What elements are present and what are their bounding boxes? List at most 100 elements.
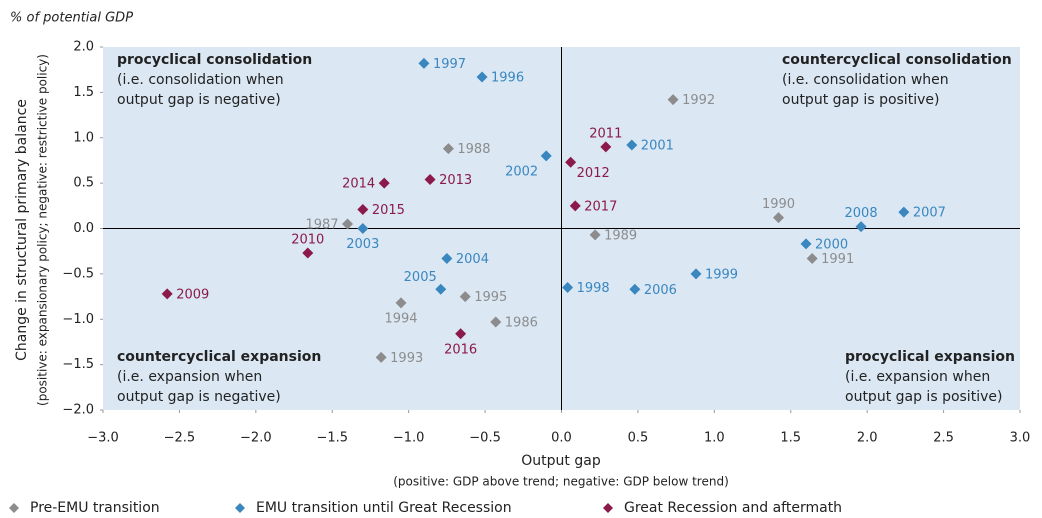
quadrant-note: (i.e. expansion when (845, 369, 990, 385)
point-label: 2004 (456, 252, 489, 267)
y-tick-label: −1.5 (62, 357, 94, 372)
x-axis-sublabel: (positive: GDP above trend; negative: GD… (393, 475, 729, 489)
x-axis-label: Output gap (521, 453, 601, 469)
x-tick-label: −2.5 (164, 431, 196, 446)
point-label: 2015 (372, 203, 405, 218)
x-tick-label: −0.5 (469, 431, 501, 446)
y-tick-label: 1.0 (73, 130, 94, 145)
point (898, 206, 910, 218)
point-label: 1996 (491, 70, 524, 85)
point-label: 1988 (457, 142, 490, 157)
point (667, 94, 679, 106)
point-label: 1987 (305, 217, 338, 232)
point-label: 1990 (762, 197, 795, 212)
legend-marker (603, 503, 613, 513)
point-label: 2003 (346, 237, 379, 252)
point (442, 143, 454, 155)
point (378, 177, 390, 189)
x-tick-label: −2.0 (240, 431, 272, 446)
legend-label: EMU transition until Great Recession (256, 500, 512, 516)
point (589, 229, 601, 241)
point (855, 221, 867, 233)
point (424, 173, 436, 185)
point-label: 1999 (705, 267, 738, 282)
point (773, 212, 785, 224)
point-label: 2013 (439, 173, 472, 188)
quadrant-note: output gap is positive) (845, 389, 1002, 405)
x-tick-label: 1.5 (780, 431, 801, 446)
point-label: 2016 (444, 342, 477, 357)
quadrant-note: (i.e. consolidation when (782, 72, 949, 88)
point (161, 288, 173, 300)
point (375, 351, 387, 363)
y-tick-label: 0.0 (73, 221, 94, 236)
y-tick-label: −1.0 (62, 312, 94, 327)
point-label: 2017 (584, 199, 617, 214)
point (600, 141, 612, 153)
point (562, 281, 574, 293)
point (490, 316, 502, 328)
point-label: 2005 (404, 270, 437, 285)
quadrant-note: output gap is negative) (117, 92, 281, 108)
point (540, 150, 552, 162)
point-label: 2007 (913, 206, 946, 221)
x-tick-label: −1.5 (316, 431, 348, 446)
x-tick-label: −1.0 (393, 431, 425, 446)
point (806, 252, 818, 264)
x-tick-label: 0.5 (628, 431, 649, 446)
point (357, 203, 369, 215)
x-tick-label: 1.0 (704, 431, 725, 446)
point-label: 1989 (604, 228, 637, 243)
point (690, 268, 702, 280)
point-label: 1998 (577, 281, 610, 296)
point-label: 1992 (682, 93, 715, 108)
point-label: 2001 (641, 139, 674, 154)
point-label: 2014 (342, 177, 375, 192)
legend-marker (235, 503, 245, 513)
x-tick-label: 3.0 (1010, 431, 1031, 446)
point (435, 283, 447, 295)
point (459, 291, 471, 303)
legend-label: Pre-EMU transition (30, 500, 160, 516)
point-label: 2010 (291, 233, 324, 248)
x-tick-label: 2.0 (857, 431, 878, 446)
point (441, 252, 453, 264)
point-label: 2006 (644, 283, 677, 298)
y-tick-label: −0.5 (62, 266, 94, 281)
point (418, 57, 430, 69)
point (800, 238, 812, 250)
point (302, 247, 314, 259)
point-label: 1994 (384, 311, 417, 326)
point-label: 2002 (505, 164, 538, 179)
legend-marker (9, 503, 19, 513)
point-label: 1995 (474, 290, 507, 305)
y-tick-label: 0.5 (73, 176, 94, 191)
y-axis-sublabel: (positive: expansionary policy; negative… (36, 54, 50, 406)
point (569, 200, 581, 212)
point-label: 1986 (505, 315, 538, 330)
point-label: 1997 (433, 57, 466, 72)
point-label: 2009 (176, 287, 209, 302)
y-tick-label: 2.0 (73, 40, 94, 55)
point (565, 156, 577, 168)
point (357, 223, 369, 234)
point-label: 2000 (815, 237, 848, 252)
point (455, 328, 467, 340)
x-tick-label: 2.5 (933, 431, 954, 446)
quadrant-note: (i.e. consolidation when (117, 72, 284, 88)
point (342, 218, 354, 230)
quadrant-title: countercyclical expansion (117, 349, 321, 365)
legend-label: Great Recession and aftermath (624, 500, 842, 516)
y-tick-label: −2.0 (62, 403, 94, 418)
y-tick-label: 1.5 (73, 85, 94, 100)
point (626, 139, 638, 151)
quadrant-note: output gap is positive) (782, 92, 939, 108)
y-axis-label: Change in structural primary balance (14, 99, 30, 361)
x-tick-label: −3.0 (87, 431, 119, 446)
point-label: 2008 (845, 206, 878, 221)
unit-note: % of potential GDP (10, 11, 133, 26)
point (395, 297, 407, 309)
quadrant-title: procyclical expansion (845, 349, 1015, 365)
x-tick-label: 0.0 (551, 431, 572, 446)
